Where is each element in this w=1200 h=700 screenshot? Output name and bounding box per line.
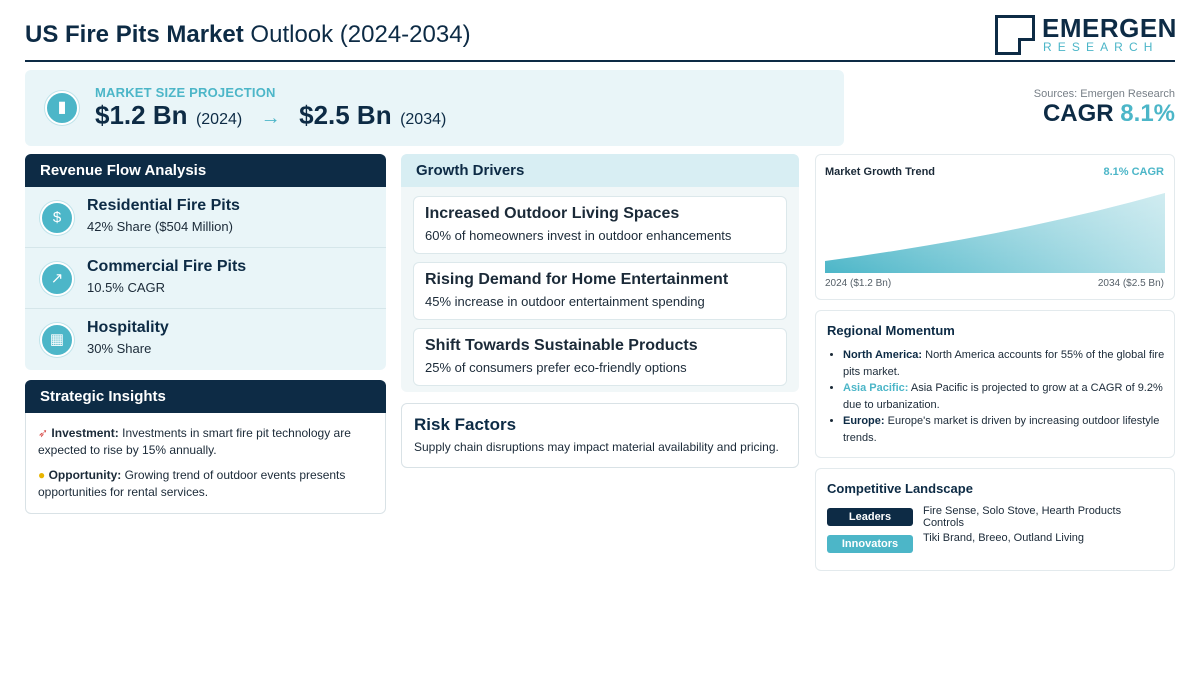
competitor-names: Fire Sense, Solo Stove, Hearth Products … [923, 505, 1122, 529]
revenue-item: ↗ Commercial Fire Pits 10.5% CAGR [25, 248, 386, 309]
logo-sub-text: RESEARCH [1043, 40, 1159, 54]
risk-factors-panel: Risk Factors Supply chain disruptions ma… [401, 403, 799, 468]
competitor-names: Tiki Brand, Breeo, Outland Living [923, 532, 1085, 544]
bar-chart-icon: ▮ [45, 91, 79, 125]
market-size-projection: ▮ MARKET SIZE PROJECTION $1.2 Bn (2024) … [25, 70, 844, 146]
revenue-item-name: Residential Fire Pits [87, 197, 240, 214]
revenue-item: $ Residential Fire Pits 42% Share ($504 … [25, 187, 386, 248]
insight-label: Investment: [51, 426, 119, 440]
rocket-icon: ➶ [38, 426, 49, 440]
insight-text: Investments in smart fire pit technology… [38, 426, 351, 457]
region-name: Europe: [843, 415, 885, 427]
page-title-rest: Outlook (2024-2034) [250, 21, 471, 48]
driver-title: Rising Demand for Home Entertainment [425, 271, 729, 288]
insight-label: Opportunity: [48, 468, 122, 482]
trend-title: Market Growth Trend [825, 166, 936, 178]
competitive-landscape-panel: Competitive Landscape Leaders Fire Sense… [815, 468, 1175, 571]
projection-end-value: $2.5 Bn [299, 100, 392, 130]
leaders-badge: Leaders [827, 508, 913, 526]
insight-text: Growing trend of outdoor events presents… [38, 468, 346, 499]
driver-title: Increased Outdoor Living Spaces [425, 205, 680, 222]
revenue-item-detail: 10.5% CAGR [87, 280, 166, 295]
driver-card: Shift Towards Sustainable Products 25% o… [413, 328, 787, 386]
driver-detail: 45% increase in outdoor entertainment sp… [425, 294, 705, 309]
driver-detail: 25% of consumers prefer eco-friendly opt… [425, 360, 687, 375]
risk-factors-title: Risk Factors [414, 415, 517, 434]
growth-drivers-panel: Growth Drivers Increased Outdoor Living … [401, 154, 799, 392]
money-bag-icon: $ [40, 201, 74, 235]
list-item: Asia Pacific: Asia Pacific is projected … [843, 380, 1165, 413]
revenue-item-name: Commercial Fire Pits [87, 258, 247, 275]
revenue-item-detail: 30% Share [87, 341, 152, 356]
competitive-landscape-title: Competitive Landscape [827, 481, 973, 496]
revenue-flow-title: Revenue Flow Analysis [25, 154, 386, 187]
market-growth-trend-panel: Market Growth Trend 8.1% CAGR 2024 ($1.2… [815, 154, 1175, 300]
trend-area-chart [825, 193, 1165, 273]
revenue-item: ▦ Hospitality 30% Share [25, 309, 386, 370]
trend-cagr: 8.1% CAGR [1103, 166, 1164, 178]
revenue-item-detail: 42% Share ($504 Million) [87, 219, 233, 234]
region-name: North America: [843, 349, 923, 361]
insight-item: ● Opportunity: Growing trend of outdoor … [38, 467, 373, 501]
trend-area-sheen [825, 193, 1165, 273]
list-item: North America: North America accounts fo… [843, 347, 1165, 380]
projection-label: MARKET SIZE PROJECTION [95, 85, 276, 100]
projection-start-value: $1.2 Bn [95, 100, 188, 130]
regional-momentum-title: Regional Momentum [827, 323, 955, 338]
list-item: Europe: Europe's market is driven by inc… [843, 413, 1165, 446]
insight-item: ➶ Investment: Investments in smart fire … [38, 425, 373, 459]
strategic-insights-title: Strategic Insights [25, 380, 386, 413]
region-name: Asia Pacific: [843, 382, 909, 394]
trend-start-label: 2024 ($1.2 Bn) [825, 278, 892, 289]
regional-list: North America: North America accounts fo… [843, 347, 1165, 446]
driver-detail: 60% of homeowners invest in outdoor enha… [425, 228, 732, 243]
strategic-insights-panel: Strategic Insights ➶ Investment: Investm… [25, 380, 386, 514]
regional-momentum-panel: Regional Momentum North America: North A… [815, 310, 1175, 458]
cagr-label: CAGR [1042, 100, 1114, 127]
page-title-bold: US Fire Pits Market [25, 21, 244, 48]
lightbulb-icon: ● [38, 468, 46, 482]
logo-mark-icon [995, 15, 1035, 55]
strategic-insights-body: ➶ Investment: Investments in smart fire … [26, 413, 385, 501]
logo-main-text: EMERGEN [1042, 13, 1177, 43]
page-title: US Fire Pits Market Outlook (2024-2034) [25, 21, 471, 49]
projection-start-year: (2024) [195, 111, 243, 128]
region-text: North America accounts for 55% of the gl… [843, 349, 1165, 378]
projection-end-year: (2034) [400, 111, 447, 128]
revenue-flow-panel: Revenue Flow Analysis $ Residential Fire… [25, 154, 386, 370]
building-icon: ▦ [40, 323, 74, 357]
page-header: US Fire Pits Market Outlook (2024-2034) … [25, 12, 1176, 62]
driver-title: Shift Towards Sustainable Products [425, 337, 698, 354]
sources-note: Sources: Emergen Research [1033, 88, 1175, 100]
emergen-logo: EMERGEN RESEARCH [995, 14, 1176, 56]
growth-drivers-title: Growth Drivers [401, 154, 799, 187]
trend-chart-icon: ↗ [40, 262, 74, 296]
innovators-badge: Innovators [827, 535, 913, 553]
trend-end-label: 2034 ($2.5 Bn) [1097, 278, 1164, 289]
arrow-right-icon: → [260, 107, 281, 129]
projection-values: $1.2 Bn (2024) → $2.5 Bn (2034) [95, 100, 446, 131]
risk-factors-text: Supply chain disruptions may impact mate… [414, 440, 779, 454]
cagr-value: 8.1% [1120, 100, 1175, 127]
driver-card: Increased Outdoor Living Spaces 60% of h… [413, 196, 787, 254]
region-text: Europe's market is driven by increasing … [843, 415, 1160, 444]
revenue-item-name: Hospitality [87, 319, 169, 336]
region-text: Asia Pacific is projected to grow at a C… [843, 382, 1163, 411]
cagr-summary: CAGR 8.1% [1043, 100, 1175, 128]
driver-card: Rising Demand for Home Entertainment 45%… [413, 262, 787, 320]
